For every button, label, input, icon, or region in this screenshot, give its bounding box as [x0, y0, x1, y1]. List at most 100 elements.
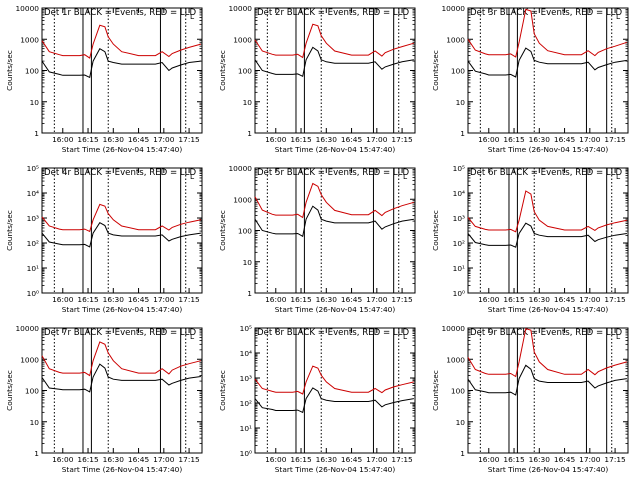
y-tick-label: 1 [247, 129, 252, 138]
y-axis-label: Counts/sec [431, 370, 440, 411]
x-tick-label: 16:45 [554, 295, 576, 304]
x-tick-label: 16:45 [128, 455, 150, 464]
y-tick-label: 1000 [20, 35, 39, 44]
y-tick-label: 1000 [233, 35, 252, 44]
plot-frame [41, 167, 203, 294]
y-tick-label: 10² [27, 239, 39, 248]
x-tick-label: 17:00 [579, 295, 601, 304]
y-tick-label: 10³ [240, 374, 252, 383]
plot-frame [254, 167, 416, 294]
y-tick-label: 1000 [446, 35, 465, 44]
x-tick-label: 16:45 [554, 135, 576, 144]
y-tick-label: 100 [238, 67, 252, 76]
y-tick-label: 1 [34, 449, 39, 458]
x-axis-label: Start Time (26-Nov-04 15:47:40) [488, 305, 609, 314]
x-tick-label: 17:00 [366, 455, 388, 464]
y-tick-label: 10³ [453, 214, 465, 223]
x-axis-label: Start Time (26-Nov-04 15:47:40) [62, 465, 183, 474]
y-tick-label: 1 [460, 129, 465, 138]
panel-5: Det 5r BLACK = Events, RED = LLD 1 10 100 10… [218, 164, 416, 314]
series-lld-line [254, 23, 415, 59]
y-tick-label: 10 [456, 418, 466, 427]
x-tick-label: 16:15 [77, 295, 99, 304]
y-tick-label: 10² [240, 399, 252, 408]
y-tick-label: 10 [243, 258, 253, 267]
x-tick-label: 16:45 [128, 295, 150, 304]
y-tick-label: 1 [247, 289, 252, 298]
x-tick-label: 16:30 [103, 135, 125, 144]
x-tick-label: 17:00 [579, 135, 601, 144]
x-tick-label: 16:15 [77, 455, 99, 464]
series-events-line [41, 48, 201, 79]
plot-frame [254, 327, 416, 454]
x-tick-label: 16:00 [478, 295, 500, 304]
series-events-line [254, 205, 414, 238]
y-tick-label: 100 [238, 227, 252, 236]
x-tick-label: 16:00 [265, 455, 287, 464]
y-tick-label: 100 [451, 67, 465, 76]
y-tick-label: 100 [25, 387, 39, 396]
y-tick-label: 10000 [228, 4, 252, 13]
panel-2: Det 2r BLACK = Events, RED = LLD 1 10 100 10… [218, 4, 416, 154]
y-tick-label: 1000 [446, 355, 465, 364]
panel-6: Det 6r BLACK = Events, RED = LLD 10⁰ 10¹ 10… [431, 164, 629, 314]
x-tick-label: 16:45 [341, 455, 363, 464]
series-lld-line [41, 24, 202, 59]
legend-glyph: L [190, 172, 195, 181]
x-tick-label: 16:45 [341, 135, 363, 144]
y-tick-label: 100 [25, 67, 39, 76]
panel-8: Det 8r BLACK = Events, RED = LLD 10⁰ 10¹ 10… [218, 324, 416, 474]
y-tick-label: 10⁴ [453, 189, 465, 198]
x-tick-label: 17:15 [604, 455, 626, 464]
x-tick-label: 16:00 [52, 455, 74, 464]
y-tick-label: 100 [451, 387, 465, 396]
y-tick-label: 10⁵ [27, 164, 39, 173]
y-tick-label: 10000 [228, 164, 252, 173]
x-tick-label: 16:30 [103, 455, 125, 464]
panel-7: Det 7r BLACK = Events, RED = LLD 1 10 100 10… [5, 324, 203, 474]
legend-glyph: L [403, 172, 408, 181]
series-events-line [41, 363, 201, 393]
y-tick-label: 1 [460, 449, 465, 458]
x-tick-label: 16:45 [554, 455, 576, 464]
y-axis-label: Counts/sec [431, 210, 440, 251]
series-lld-line [467, 8, 628, 58]
y-tick-label: 10 [30, 418, 40, 427]
y-tick-label: 1 [34, 129, 39, 138]
x-tick-label: 17:15 [391, 295, 413, 304]
panel-title: Det 8r BLACK = Events, RED = LLD [257, 328, 409, 338]
x-tick-label: 17:15 [391, 455, 413, 464]
x-tick-label: 16:30 [529, 455, 551, 464]
y-tick-label: 10⁴ [27, 189, 39, 198]
x-tick-label: 17:15 [391, 135, 413, 144]
y-axis-label: Counts/sec [431, 50, 440, 91]
series-lld-line [254, 365, 415, 395]
legend-glyph: L [616, 332, 621, 341]
series-lld-line [41, 341, 202, 377]
legend-glyph: L [616, 172, 621, 181]
y-tick-label: 10⁴ [240, 349, 252, 358]
series-lld-line [467, 190, 628, 233]
x-tick-label: 16:15 [290, 455, 312, 464]
panel-3: Det 3r BLACK = Events, RED = LLD 1 10 100 10… [431, 4, 629, 154]
x-tick-label: 17:00 [153, 135, 175, 144]
panel-title: Det 1r BLACK = Events, RED = LLD [44, 8, 196, 18]
x-axis-label: Start Time (26-Nov-04 15:47:40) [62, 145, 183, 154]
x-tick-label: 17:00 [366, 135, 388, 144]
x-axis-label: Start Time (26-Nov-04 15:47:40) [275, 305, 396, 314]
x-tick-label: 16:00 [52, 295, 74, 304]
panel-9: Det 9r BLACK = Events, RED = LLD 1 10 100 10… [431, 324, 629, 474]
x-axis-label: Start Time (26-Nov-04 15:47:40) [488, 145, 609, 154]
y-tick-label: 1000 [20, 355, 39, 364]
y-tick-label: 10000 [441, 324, 465, 333]
series-events-line [467, 222, 627, 248]
x-tick-label: 16:00 [265, 135, 287, 144]
x-tick-label: 16:45 [341, 295, 363, 304]
panel-1: Det 1r BLACK = Events, RED = LLD 1 10 100 10… [5, 4, 203, 154]
x-tick-label: 16:15 [77, 135, 99, 144]
x-tick-label: 17:15 [178, 455, 200, 464]
legend-glyph: L [190, 332, 195, 341]
x-tick-label: 16:30 [103, 295, 125, 304]
x-tick-label: 16:15 [503, 455, 525, 464]
